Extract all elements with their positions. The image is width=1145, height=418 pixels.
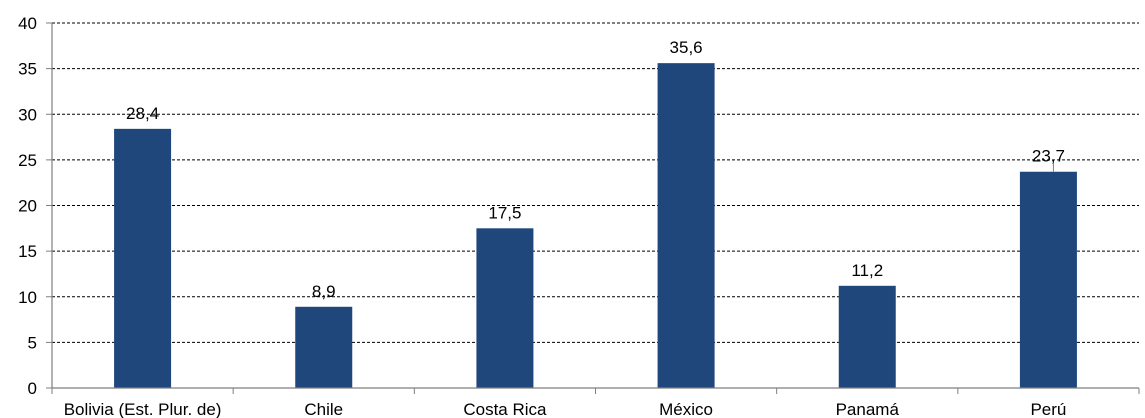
category-label: Chile <box>304 400 343 418</box>
y-tick-label: 20 <box>18 197 37 216</box>
y-tick-label: 35 <box>18 60 37 79</box>
category-label: Perú <box>1030 400 1066 418</box>
y-tick-label: 25 <box>18 151 37 170</box>
y-tick-label: 40 <box>18 14 37 33</box>
category-label: México <box>659 400 713 418</box>
bar <box>657 63 715 389</box>
y-tick-label: 5 <box>28 333 37 352</box>
category-label: Bolivia (Est. Plur. de) <box>64 400 222 418</box>
data-label: 11,2 <box>851 261 883 280</box>
category-label: Panamá <box>836 400 900 418</box>
gridlines <box>52 22 1139 343</box>
bars <box>114 63 1077 389</box>
data-label: 23,7 <box>1032 147 1065 166</box>
bar <box>838 285 896 388</box>
y-tick-label: 0 <box>28 379 37 398</box>
bar <box>1019 171 1077 388</box>
data-label: 28,4 <box>126 104 159 123</box>
data-label: 8,9 <box>312 282 336 301</box>
bar <box>476 228 534 388</box>
data-label: 35,6 <box>670 38 703 57</box>
data-label: 17,5 <box>488 203 521 222</box>
category-label: Costa Rica <box>463 400 547 418</box>
bar <box>295 306 353 388</box>
bar <box>114 128 172 388</box>
y-tick-label: 30 <box>18 105 37 124</box>
axes <box>46 22 1140 394</box>
y-tick-label: 15 <box>18 242 37 261</box>
y-tick-label: 10 <box>18 288 37 307</box>
labels: 0 5 10 15 20 25 30 35 40 28,4 Bolivia (Est. Plur. … <box>18 14 1066 418</box>
